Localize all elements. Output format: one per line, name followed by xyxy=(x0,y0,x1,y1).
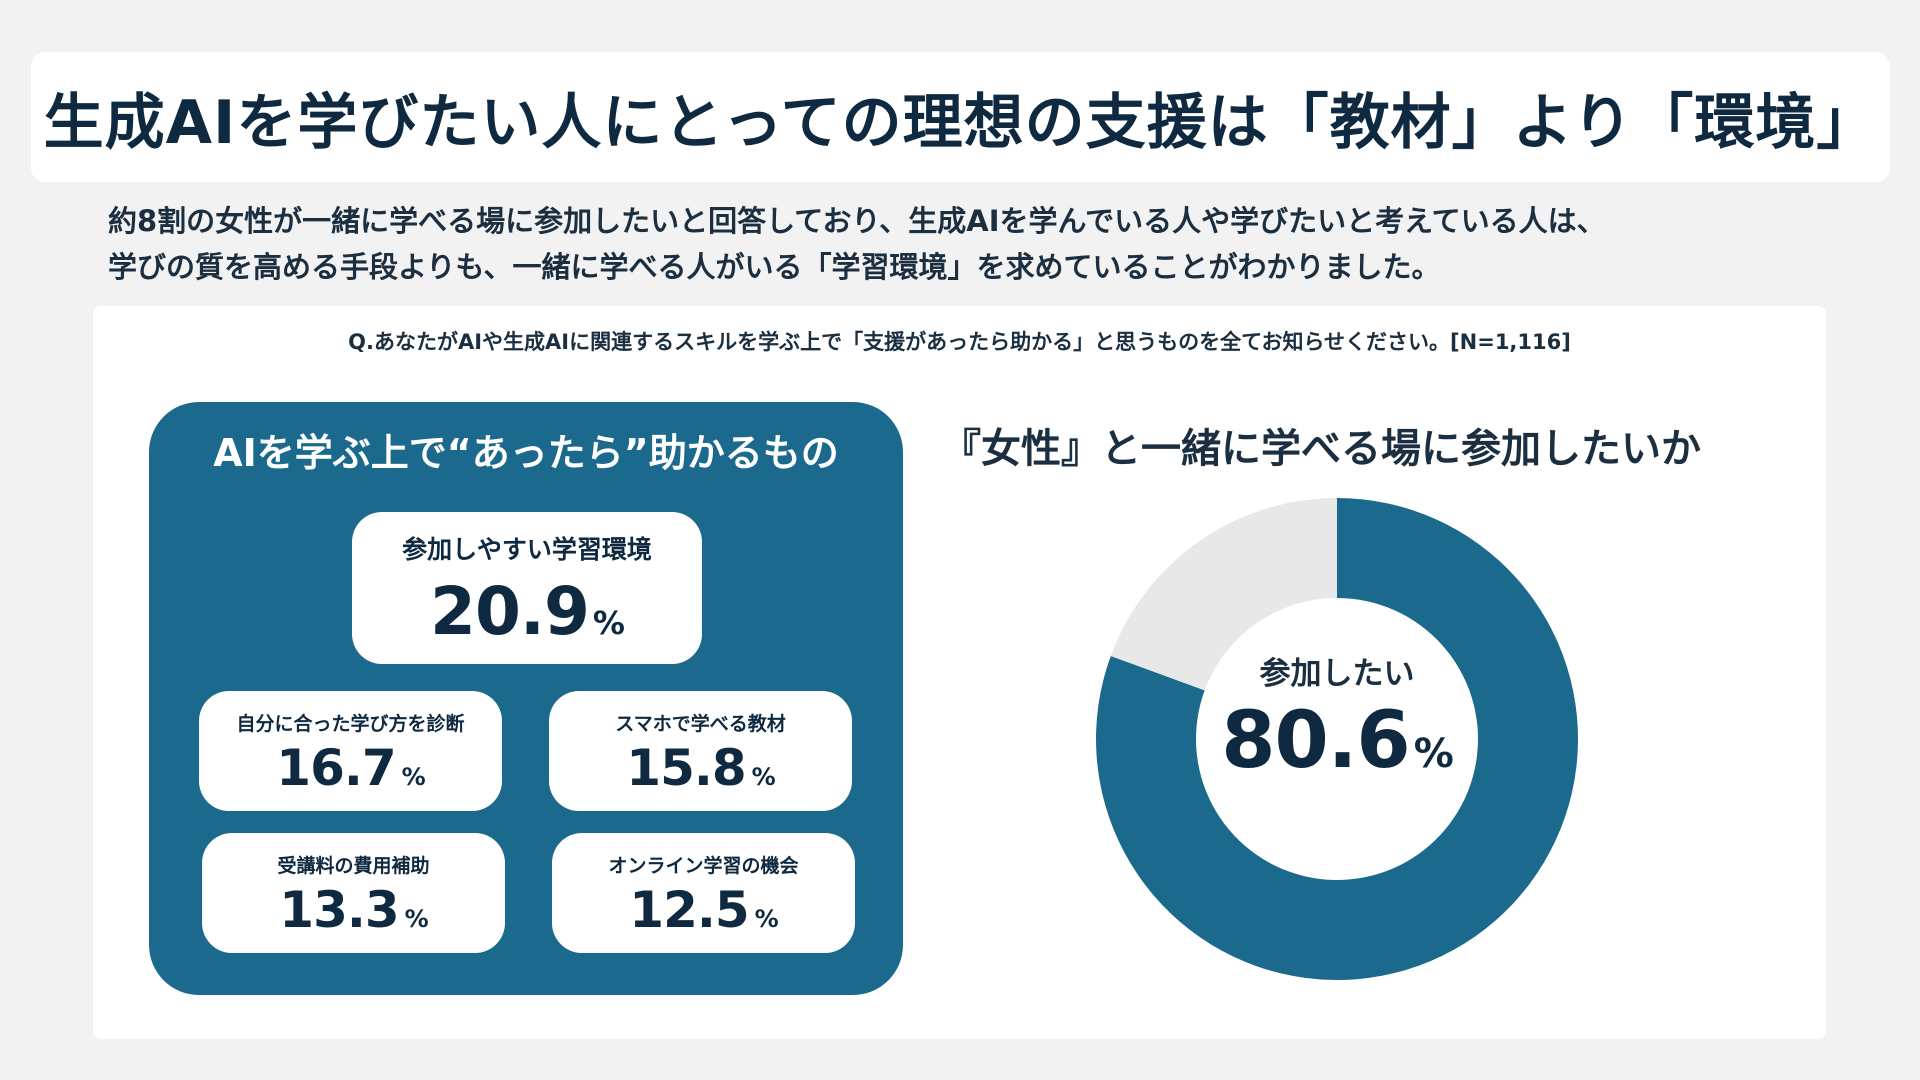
support-unit: % xyxy=(751,763,776,791)
title-bar: 生成AIを学びたい人にとっての理想の支援は「教材」より「環境」 xyxy=(31,52,1890,182)
support-value: 20.9 xyxy=(430,573,590,650)
helpful-support-box: AIを学ぶ上で“あったら”助かるもの 参加しやすい学習環境 20.9% 自分に合… xyxy=(149,402,903,995)
support-value-line: 15.8% xyxy=(549,738,852,807)
donut-slice-main xyxy=(1096,498,1578,980)
donut-center-value-line: 80.6% xyxy=(1221,693,1454,802)
helpful-support-title: AIを学ぶ上で“あったら”助かるもの xyxy=(213,431,839,475)
support-card-3: 受講料の費用補助 13.3% xyxy=(202,833,505,953)
summary-line-2: 学びの質を高める手段よりも、一緒に学べる人がいる「学習環境」を求めていることがわ… xyxy=(108,250,1441,284)
support-label: 受講料の費用補助 xyxy=(277,855,430,877)
support-value-line: 13.3% xyxy=(202,880,505,949)
summary-line-1: 約8割の女性が一緒に学べる場に参加したいと回答しており、生成AIを学んでいる人や… xyxy=(108,204,1606,238)
support-value: 15.8 xyxy=(626,739,746,797)
support-card-4: オンライン学習の機会 12.5% xyxy=(552,833,855,953)
donut-svg xyxy=(1096,498,1578,980)
donut-chart: 参加したい 80.6% xyxy=(1096,498,1578,980)
support-label: 自分に合った学び方を診断 xyxy=(236,713,465,735)
donut-title: 『女性』と一緒に学べる場に参加したいか xyxy=(941,426,1701,472)
support-card-1: 自分に合った学び方を診断 16.7% xyxy=(199,691,502,811)
donut-slice-remainder xyxy=(1110,498,1337,691)
support-value: 16.7 xyxy=(276,739,396,797)
support-label: オンライン学習の機会 xyxy=(608,855,799,877)
support-unit: % xyxy=(592,604,625,642)
support-card-2: スマホで学べる教材 15.8% xyxy=(549,691,852,811)
support-unit: % xyxy=(754,905,779,933)
summary: 約8割の女性が一緒に学べる場に参加したいと回答しており、生成AIを学んでいる人や… xyxy=(108,198,1868,290)
support-unit: % xyxy=(401,763,426,791)
support-card-0: 参加しやすい学習環境 20.9% xyxy=(352,512,702,664)
donut-center: 参加したい 80.6% xyxy=(1096,498,1578,980)
support-value: 13.3 xyxy=(279,881,399,939)
support-value: 12.5 xyxy=(629,881,749,939)
support-label: 参加しやすい学習環境 xyxy=(402,535,652,564)
support-unit: % xyxy=(404,905,429,933)
support-value-line: 16.7% xyxy=(199,738,502,807)
support-label: スマホで学べる教材 xyxy=(615,713,786,735)
survey-question: Q.あなたがAIや生成AIに関連するスキルを学ぶ上で「支援があったら助かる」と思… xyxy=(348,330,1571,354)
donut-center-value: 80.6 xyxy=(1221,696,1410,786)
page-title: 生成AIを学びたい人にとっての理想の支援は「教材」より「環境」 xyxy=(43,87,1878,158)
donut-center-unit: % xyxy=(1413,731,1454,777)
support-value-line: 20.9% xyxy=(352,572,702,663)
chart-panel: Q.あなたがAIや生成AIに関連するスキルを学ぶ上で「支援があったら助かる」と思… xyxy=(93,306,1826,1039)
donut-center-label: 参加したい xyxy=(1259,656,1415,692)
support-value-line: 12.5% xyxy=(552,880,855,949)
